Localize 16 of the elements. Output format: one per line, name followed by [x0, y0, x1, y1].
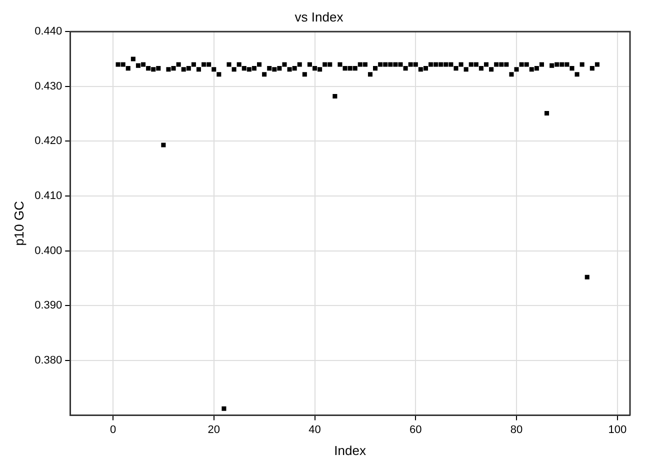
y-tick-label: 0.390 — [34, 300, 62, 312]
x-tick-label: 80 — [510, 424, 523, 436]
y-tick-label: 0.400 — [34, 244, 62, 257]
y-axis-title: p10 GC — [11, 200, 26, 246]
chart-title: vs Index — [294, 9, 344, 24]
y-tick-label: 0.430 — [34, 80, 62, 92]
y-tick-label: 0.440 — [34, 26, 62, 38]
x-tick-label: 20 — [208, 424, 220, 436]
y-tick-label: 0.380 — [34, 354, 62, 366]
x-tick-label: 100 — [608, 424, 627, 436]
y-tick-label: 0.420 — [34, 135, 62, 148]
x-tick-label: 0 — [110, 424, 116, 436]
x-tick-label: 60 — [410, 424, 422, 436]
x-axis-title: Index — [334, 442, 366, 458]
y-tick-label: 0.410 — [34, 190, 62, 202]
x-tick-label: 40 — [308, 424, 321, 436]
